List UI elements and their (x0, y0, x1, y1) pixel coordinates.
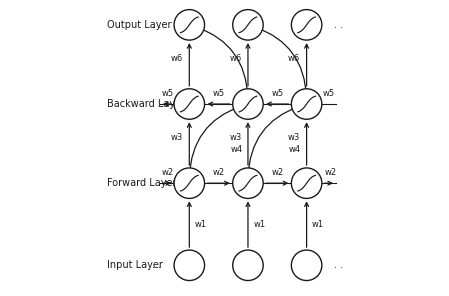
Text: w5: w5 (271, 89, 283, 98)
Circle shape (174, 89, 205, 119)
Text: . .: . . (335, 20, 343, 30)
Text: w6: w6 (229, 54, 242, 63)
Circle shape (174, 9, 205, 40)
Text: w1: w1 (194, 220, 207, 229)
Text: w4: w4 (289, 145, 301, 154)
Text: w3: w3 (171, 133, 183, 142)
Circle shape (291, 168, 322, 198)
Text: w5: w5 (322, 89, 335, 98)
Text: w3: w3 (288, 133, 300, 142)
Text: w1: w1 (312, 220, 324, 229)
Circle shape (291, 89, 322, 119)
Text: w2: w2 (162, 168, 174, 177)
Text: . .: . . (153, 20, 162, 30)
Circle shape (233, 9, 263, 40)
FancyArrowPatch shape (197, 27, 248, 97)
Text: w1: w1 (253, 220, 265, 229)
Text: w2: w2 (325, 168, 337, 177)
Text: Output Layer: Output Layer (107, 20, 172, 30)
Circle shape (233, 89, 263, 119)
Circle shape (174, 168, 205, 198)
Text: w5: w5 (162, 89, 174, 98)
Text: w5: w5 (212, 89, 224, 98)
Text: . .: . . (153, 260, 162, 270)
Text: w6: w6 (288, 54, 300, 63)
Circle shape (291, 9, 322, 40)
Text: Backward Layer: Backward Layer (107, 99, 185, 109)
FancyArrowPatch shape (248, 106, 299, 177)
Text: Input Layer: Input Layer (107, 260, 163, 270)
FancyArrowPatch shape (189, 106, 241, 177)
Text: w2: w2 (271, 168, 283, 177)
Text: w6: w6 (171, 54, 183, 63)
Circle shape (233, 250, 263, 281)
FancyArrowPatch shape (255, 27, 307, 97)
Text: w3: w3 (229, 133, 242, 142)
Text: w4: w4 (230, 145, 242, 154)
Text: w2: w2 (212, 168, 224, 177)
Text: . .: . . (335, 260, 343, 270)
Circle shape (233, 168, 263, 198)
Text: Forward Layer: Forward Layer (107, 178, 177, 188)
Circle shape (174, 250, 205, 281)
Circle shape (291, 250, 322, 281)
